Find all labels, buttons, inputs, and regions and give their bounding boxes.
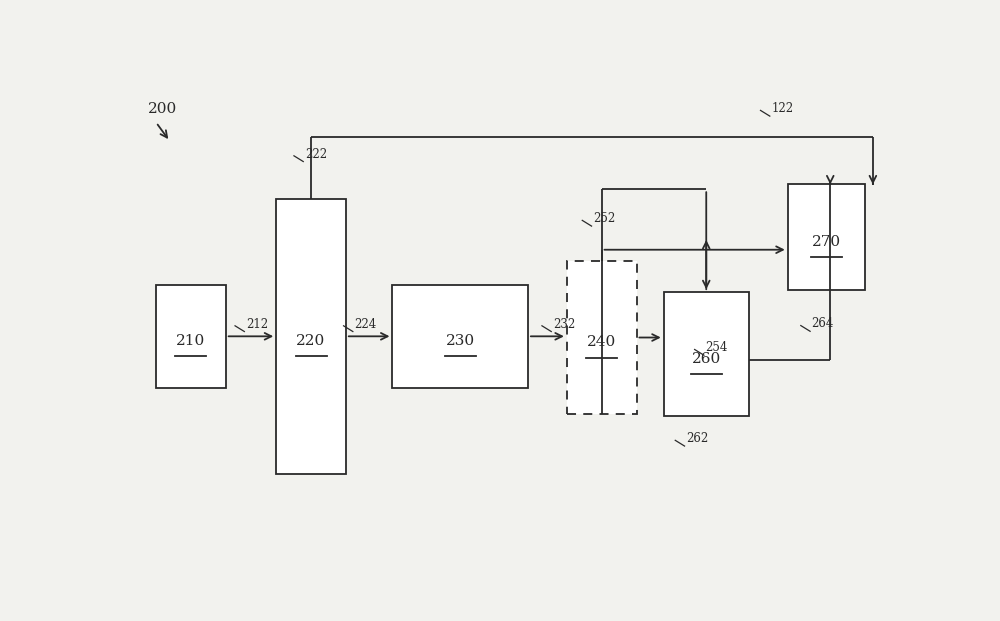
Text: 222: 222 [305, 148, 327, 161]
Bar [276, 199, 346, 474]
Text: 224: 224 [354, 317, 377, 330]
Text: 200: 200 [148, 102, 178, 116]
Text: 212: 212 [246, 317, 268, 330]
Text: 260: 260 [692, 352, 721, 366]
Bar [392, 285, 528, 388]
Text: 232: 232 [553, 317, 575, 330]
Bar [567, 261, 637, 414]
Text: 254: 254 [705, 342, 728, 354]
Bar [788, 184, 865, 289]
Text: 264: 264 [812, 317, 834, 330]
Text: 240: 240 [587, 335, 616, 349]
Text: 122: 122 [771, 102, 793, 115]
Text: 252: 252 [593, 212, 615, 225]
Bar [664, 292, 749, 417]
Text: 220: 220 [296, 334, 326, 348]
Text: 230: 230 [446, 334, 475, 348]
Text: 270: 270 [812, 235, 841, 249]
Text: 262: 262 [686, 432, 708, 445]
Text: 210: 210 [176, 334, 206, 348]
Bar [156, 285, 226, 388]
